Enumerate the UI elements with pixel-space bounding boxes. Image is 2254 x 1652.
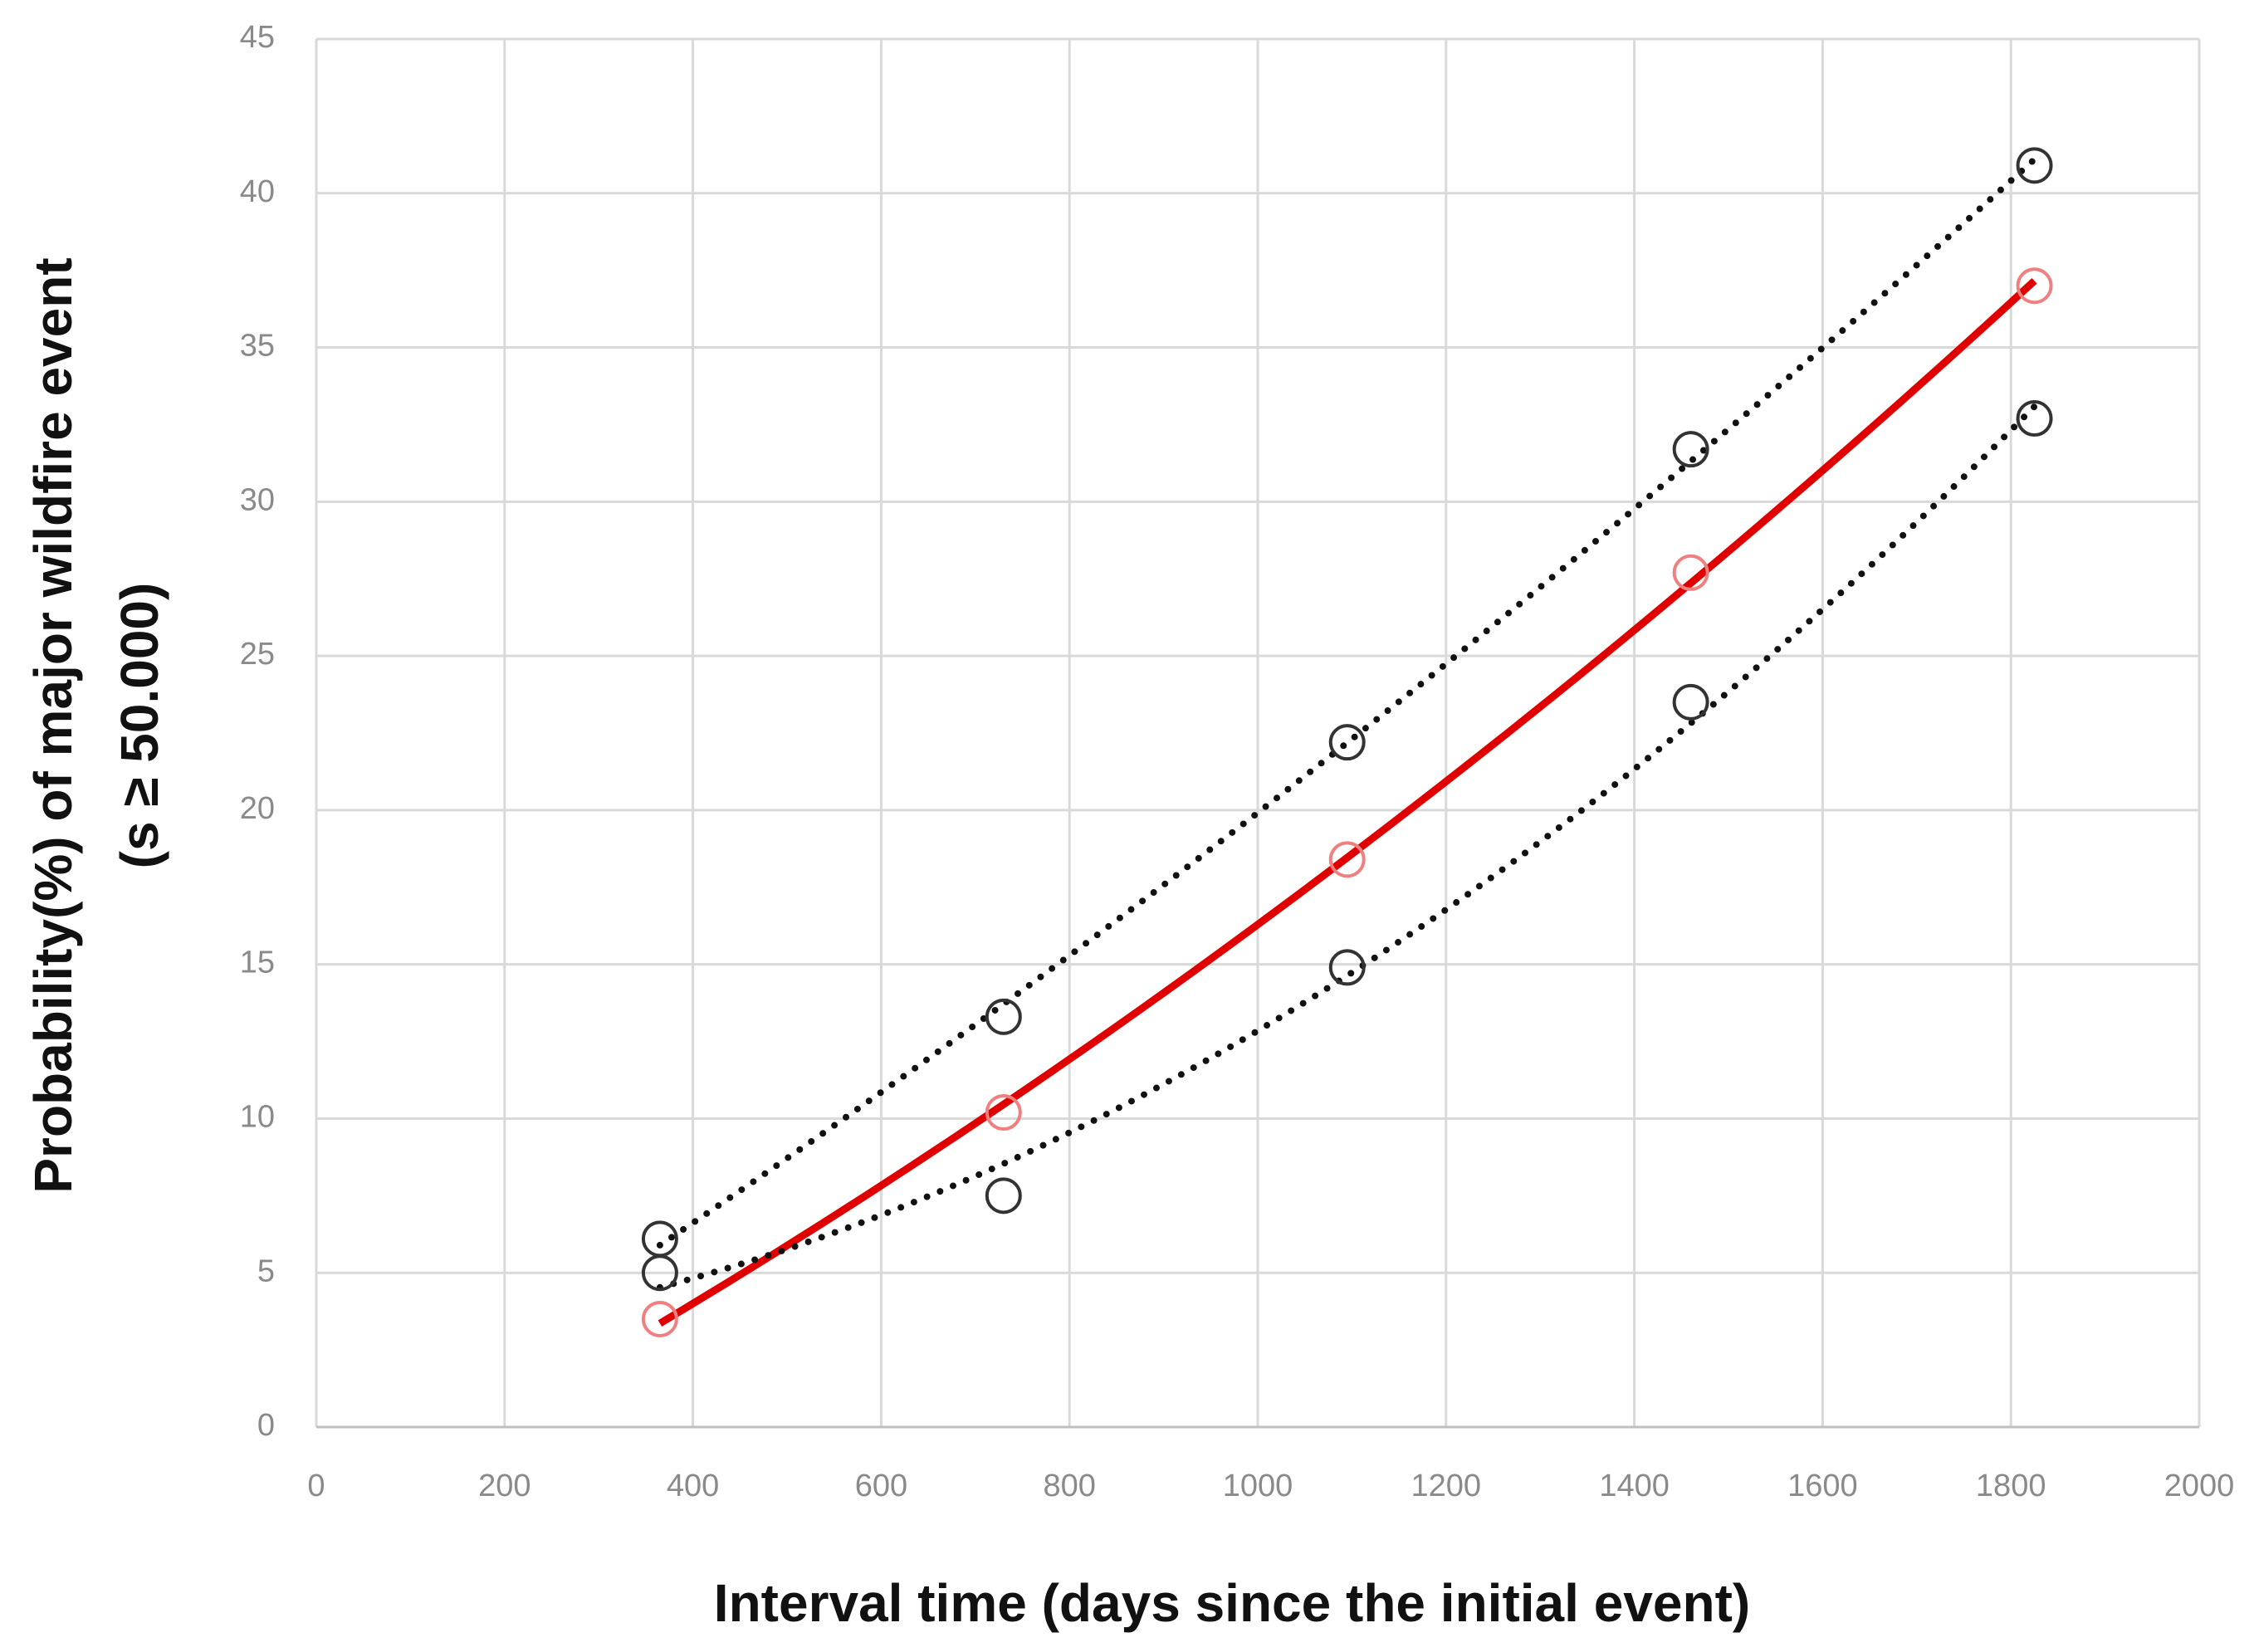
marker [1672,431,1709,468]
x-tick-label: 1600 [1787,1469,1858,1503]
x-tick-label: 1200 [1411,1469,1482,1503]
x-axis-title: Interval time (days since the initial ev… [714,1573,1750,1633]
x-tick-label: 800 [1043,1469,1095,1503]
marker [2016,147,2053,184]
trendline [656,403,2038,1291]
y-tick-label: 40 [240,174,275,209]
y-tick-label: 0 [257,1408,275,1443]
marker [1328,724,1366,761]
y-tick-label: 35 [240,329,275,364]
x-tick-label: 0 [307,1469,325,1503]
y-tick-label: 30 [240,482,275,517]
x-tick-label: 200 [478,1469,530,1503]
marker [1328,949,1366,986]
y-tick-label: 5 [257,1254,275,1288]
marker [641,1254,678,1292]
x-tick-label: 400 [667,1469,719,1503]
marker [1672,683,1709,721]
y-axis-subtitle: (s ≥ 50.000) [110,583,169,869]
x-tick-label: 2000 [2164,1469,2235,1503]
marker [985,998,1022,1035]
marker [1328,841,1366,878]
y-tick-label: 45 [240,20,275,55]
y-tick-label: 20 [240,791,275,826]
x-tick-label: 1800 [1976,1469,2046,1503]
x-tick-label: 600 [855,1469,907,1503]
marker [2016,400,2053,437]
trendline [658,277,2037,1327]
marker [985,1094,1022,1131]
y-axis-title: Probability(%) of major wildfire event [23,257,83,1193]
y-tick-label: 10 [240,1099,275,1134]
marker [985,1177,1022,1215]
x-tick-label: 1400 [1599,1469,1670,1503]
marker [641,1300,678,1337]
trendline [656,156,2038,1249]
marker [1672,554,1709,591]
y-tick-label: 15 [240,946,275,980]
y-tick-label: 25 [240,637,275,672]
x-tick-label: 1000 [1223,1469,1293,1503]
marker [2016,267,2053,305]
